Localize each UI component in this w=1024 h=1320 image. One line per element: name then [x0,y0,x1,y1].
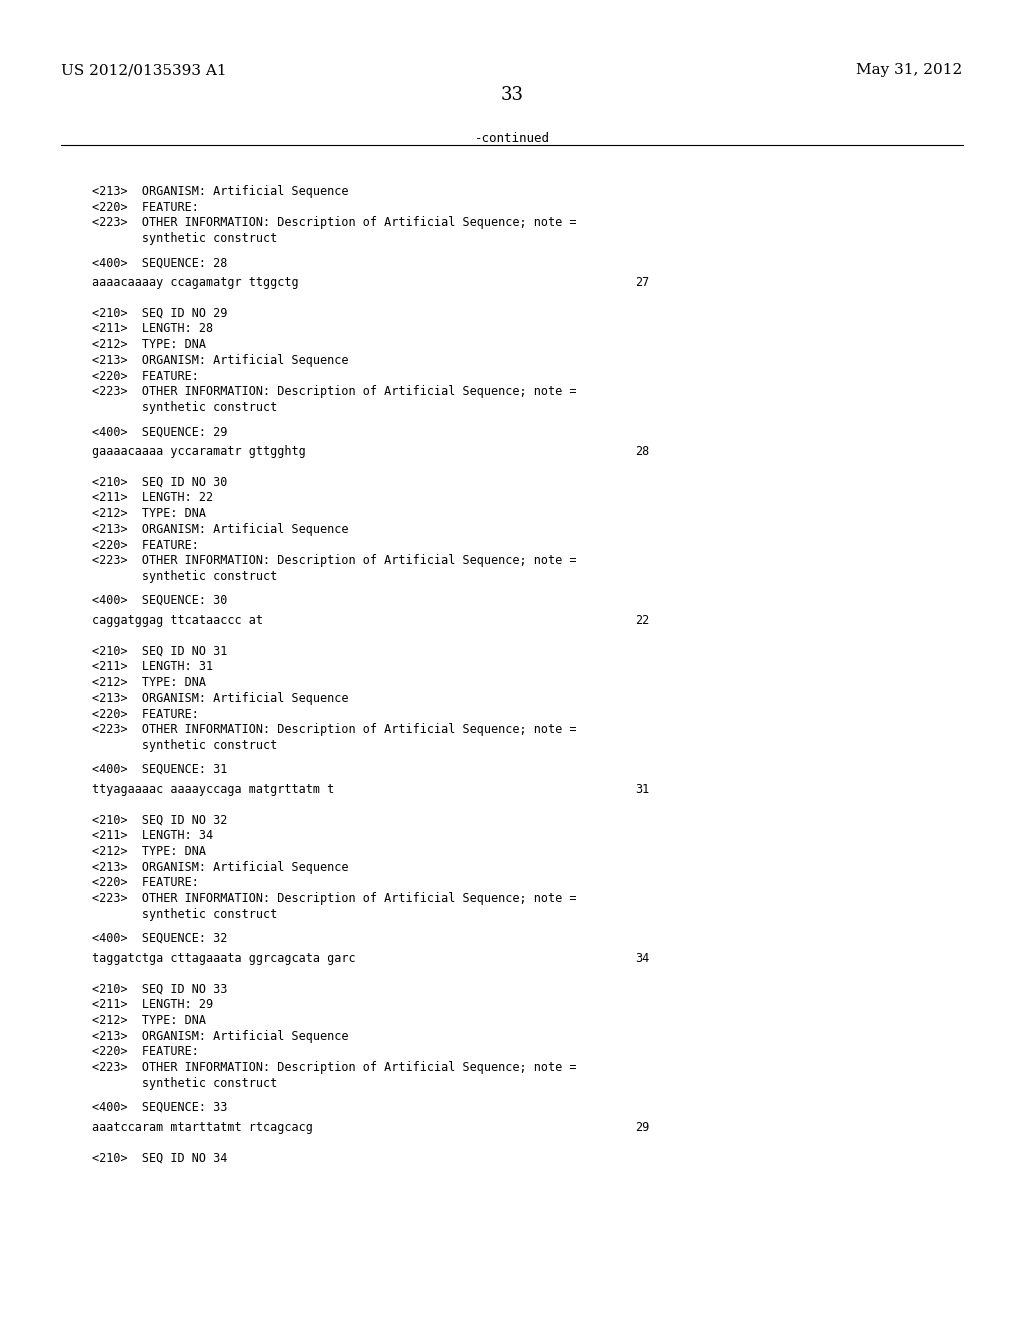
Text: <220>  FEATURE:: <220> FEATURE: [92,370,199,383]
Text: <210>  SEQ ID NO 32: <210> SEQ ID NO 32 [92,813,227,826]
Text: <210>  SEQ ID NO 33: <210> SEQ ID NO 33 [92,982,227,995]
Text: <213>  ORGANISM: Artificial Sequence: <213> ORGANISM: Artificial Sequence [92,692,348,705]
Text: synthetic construct: synthetic construct [92,908,278,921]
Text: <400>  SEQUENCE: 29: <400> SEQUENCE: 29 [92,425,227,438]
Text: <220>  FEATURE:: <220> FEATURE: [92,708,199,721]
Text: <213>  ORGANISM: Artificial Sequence: <213> ORGANISM: Artificial Sequence [92,1030,348,1043]
Text: <211>  LENGTH: 29: <211> LENGTH: 29 [92,998,213,1011]
Text: <400>  SEQUENCE: 28: <400> SEQUENCE: 28 [92,256,227,269]
Text: <210>  SEQ ID NO 30: <210> SEQ ID NO 30 [92,475,227,488]
Text: 34: 34 [635,952,649,965]
Text: <211>  LENGTH: 28: <211> LENGTH: 28 [92,322,213,335]
Text: <212>  TYPE: DNA: <212> TYPE: DNA [92,1014,206,1027]
Text: aaaacaaaay ccagamatgr ttggctg: aaaacaaaay ccagamatgr ttggctg [92,276,299,289]
Text: <400>  SEQUENCE: 32: <400> SEQUENCE: 32 [92,932,227,945]
Text: <400>  SEQUENCE: 33: <400> SEQUENCE: 33 [92,1101,227,1114]
Text: aaatccaram mtarttatmt rtcagcacg: aaatccaram mtarttatmt rtcagcacg [92,1121,313,1134]
Text: caggatggag ttcataaccc at: caggatggag ttcataaccc at [92,614,263,627]
Text: US 2012/0135393 A1: US 2012/0135393 A1 [61,63,227,78]
Text: taggatctga cttagaaata ggrcagcata garc: taggatctga cttagaaata ggrcagcata garc [92,952,355,965]
Text: synthetic construct: synthetic construct [92,739,278,752]
Text: <213>  ORGANISM: Artificial Sequence: <213> ORGANISM: Artificial Sequence [92,523,348,536]
Text: 31: 31 [635,783,649,796]
Text: <211>  LENGTH: 31: <211> LENGTH: 31 [92,660,213,673]
Text: 33: 33 [501,86,523,104]
Text: <223>  OTHER INFORMATION: Description of Artificial Sequence; note =: <223> OTHER INFORMATION: Description of … [92,892,577,906]
Text: synthetic construct: synthetic construct [92,232,278,246]
Text: May 31, 2012: May 31, 2012 [856,63,963,78]
Text: gaaaacaaaa yccaramatr gttgghtg: gaaaacaaaa yccaramatr gttgghtg [92,445,306,458]
Text: <211>  LENGTH: 34: <211> LENGTH: 34 [92,829,213,842]
Text: <211>  LENGTH: 22: <211> LENGTH: 22 [92,491,213,504]
Text: <223>  OTHER INFORMATION: Description of Artificial Sequence; note =: <223> OTHER INFORMATION: Description of … [92,1061,577,1074]
Text: <220>  FEATURE:: <220> FEATURE: [92,876,199,890]
Text: <223>  OTHER INFORMATION: Description of Artificial Sequence; note =: <223> OTHER INFORMATION: Description of … [92,216,577,230]
Text: <223>  OTHER INFORMATION: Description of Artificial Sequence; note =: <223> OTHER INFORMATION: Description of … [92,385,577,399]
Text: <213>  ORGANISM: Artificial Sequence: <213> ORGANISM: Artificial Sequence [92,861,348,874]
Text: 22: 22 [635,614,649,627]
Text: <212>  TYPE: DNA: <212> TYPE: DNA [92,338,206,351]
Text: <400>  SEQUENCE: 31: <400> SEQUENCE: 31 [92,763,227,776]
Text: synthetic construct: synthetic construct [92,1077,278,1090]
Text: <210>  SEQ ID NO 29: <210> SEQ ID NO 29 [92,306,227,319]
Text: <210>  SEQ ID NO 31: <210> SEQ ID NO 31 [92,644,227,657]
Text: <213>  ORGANISM: Artificial Sequence: <213> ORGANISM: Artificial Sequence [92,354,348,367]
Text: <220>  FEATURE:: <220> FEATURE: [92,201,199,214]
Text: 28: 28 [635,445,649,458]
Text: <400>  SEQUENCE: 30: <400> SEQUENCE: 30 [92,594,227,607]
Text: 29: 29 [635,1121,649,1134]
Text: <212>  TYPE: DNA: <212> TYPE: DNA [92,676,206,689]
Text: -continued: -continued [474,132,550,145]
Text: synthetic construct: synthetic construct [92,401,278,414]
Text: <212>  TYPE: DNA: <212> TYPE: DNA [92,845,206,858]
Text: <220>  FEATURE:: <220> FEATURE: [92,1045,199,1059]
Text: <213>  ORGANISM: Artificial Sequence: <213> ORGANISM: Artificial Sequence [92,185,348,198]
Text: <212>  TYPE: DNA: <212> TYPE: DNA [92,507,206,520]
Text: <220>  FEATURE:: <220> FEATURE: [92,539,199,552]
Text: 27: 27 [635,276,649,289]
Text: <223>  OTHER INFORMATION: Description of Artificial Sequence; note =: <223> OTHER INFORMATION: Description of … [92,723,577,737]
Text: <223>  OTHER INFORMATION: Description of Artificial Sequence; note =: <223> OTHER INFORMATION: Description of … [92,554,577,568]
Text: ttyagaaaac aaaayccaga matgrttatm t: ttyagaaaac aaaayccaga matgrttatm t [92,783,335,796]
Text: synthetic construct: synthetic construct [92,570,278,583]
Text: <210>  SEQ ID NO 34: <210> SEQ ID NO 34 [92,1151,227,1164]
